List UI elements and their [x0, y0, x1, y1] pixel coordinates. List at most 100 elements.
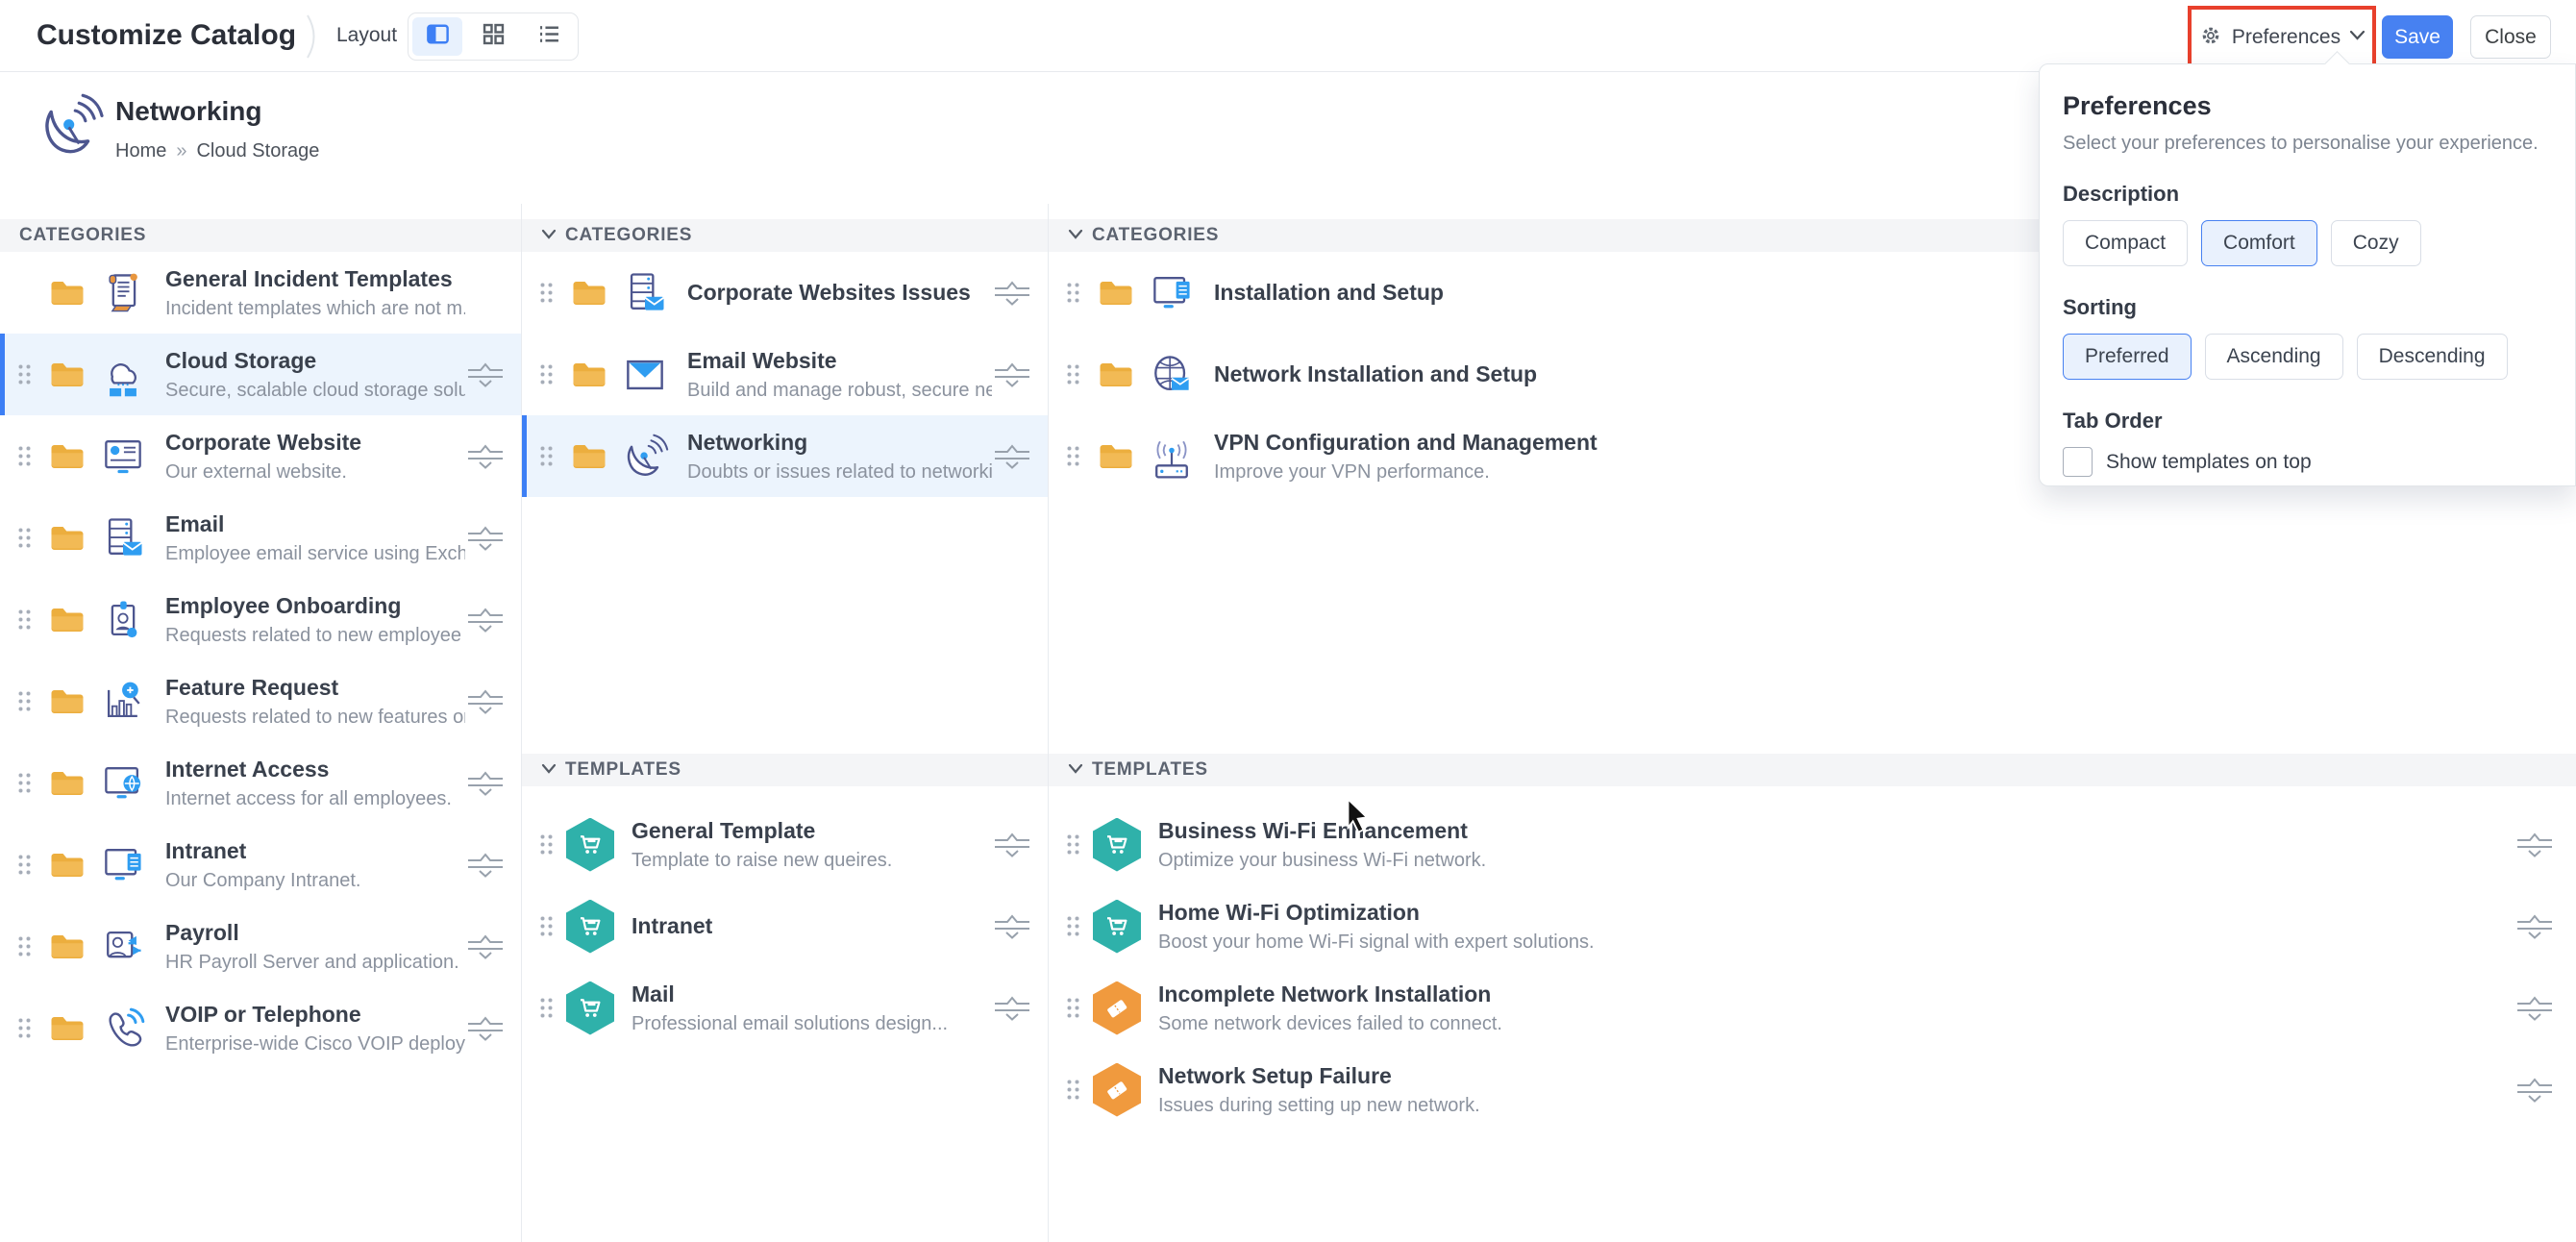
template-row[interactable]: Mail Professional email solutions design.… — [522, 967, 1048, 1049]
layout-columns-button[interactable] — [412, 17, 462, 56]
item-text: Business Wi-Fi Enhancement Optimize your … — [1158, 818, 2514, 872]
reorder-icon[interactable] — [992, 279, 1032, 308]
server-mail-icon — [98, 513, 148, 563]
template-row[interactable]: Home Wi-Fi Optimization Boost your home W… — [1049, 885, 2576, 967]
drag-handle-icon[interactable] — [17, 527, 33, 549]
drag-handle-icon[interactable] — [17, 445, 33, 467]
reorder-icon[interactable] — [465, 442, 506, 471]
sorting-ascending-button[interactable]: Ascending — [2204, 334, 2343, 380]
drag-handle-icon[interactable] — [1066, 833, 1081, 856]
drag-handle-icon[interactable] — [1066, 445, 1081, 467]
reorder-icon[interactable] — [465, 932, 506, 961]
reorder-icon[interactable] — [465, 687, 506, 716]
folder-icon — [50, 360, 85, 389]
category-row[interactable]: Intranet Our Company Intranet. — [0, 824, 521, 906]
category-row[interactable]: Internet Access Internet access for all e… — [0, 742, 521, 824]
drag-handle-icon[interactable] — [1066, 282, 1081, 304]
item-description: Requests related to new features or ... — [165, 706, 465, 728]
reorder-icon[interactable] — [2514, 912, 2555, 941]
item-description: Incident templates which are not m... — [165, 297, 465, 319]
drag-handle-icon[interactable] — [17, 854, 33, 876]
drag-handle-icon[interactable] — [1066, 915, 1081, 937]
category-row[interactable]: Corporate Website Our external website. — [0, 415, 521, 497]
drag-handle-icon[interactable] — [539, 997, 555, 1019]
chevron-down-icon[interactable] — [1068, 759, 1083, 781]
drag-handle-icon[interactable] — [1066, 1079, 1081, 1101]
drag-handle-icon[interactable] — [539, 282, 555, 304]
drag-handle-icon[interactable] — [539, 363, 555, 385]
reorder-icon[interactable] — [465, 851, 506, 880]
reorder-icon[interactable] — [2514, 831, 2555, 859]
drag-handle-icon[interactable] — [539, 915, 555, 937]
item-title: Corporate Website — [165, 429, 362, 455]
category-row[interactable]: Feature Request Requests related to new f… — [0, 660, 521, 742]
category-row[interactable]: Network Installation and Setup — [1049, 334, 2576, 415]
reorder-icon[interactable] — [465, 606, 506, 634]
category-row[interactable]: General Incident Templates Incident templ… — [0, 252, 521, 334]
reorder-icon[interactable] — [465, 524, 506, 553]
template-row[interactable]: Incomplete Network Installation Some netw… — [1049, 967, 2576, 1049]
drag-handle-icon[interactable] — [17, 609, 33, 631]
category-row[interactable]: Installation and Setup — [1049, 252, 2576, 334]
category-row[interactable]: Payroll HR Payroll Server and application… — [0, 906, 521, 987]
folder-icon — [50, 442, 85, 471]
drag-handle-icon[interactable] — [539, 833, 555, 856]
show-templates-checkbox[interactable] — [2063, 447, 2093, 477]
layout-list-button[interactable] — [524, 17, 574, 56]
reorder-icon[interactable] — [992, 831, 1032, 859]
page-header-title: Networking — [115, 96, 262, 126]
item-description: Optimize your business Wi-Fi network. — [1158, 849, 1487, 871]
description-cozy-button[interactable]: Cozy — [2330, 220, 2421, 266]
folder-icon — [1099, 442, 1133, 471]
column-level-2: CATEGORIES Corporate Websites Issues Email… — [522, 204, 1049, 1242]
reorder-icon[interactable] — [2514, 1076, 2555, 1105]
reorder-icon[interactable] — [465, 360, 506, 389]
item-text: Internet Access Internet access for all e… — [165, 757, 465, 810]
drag-handle-icon[interactable] — [539, 445, 555, 467]
item-description: Issues during setting up new network. — [1158, 1094, 1480, 1116]
template-row[interactable]: Network Setup Failure Issues during setti… — [1049, 1049, 2576, 1130]
drag-handle-icon[interactable] — [17, 935, 33, 957]
item-title: Incomplete Network Installation — [1158, 981, 1492, 1006]
reorder-icon[interactable] — [992, 360, 1032, 389]
chevron-down-icon[interactable] — [1068, 225, 1083, 246]
save-button[interactable]: Save — [2382, 15, 2453, 59]
category-row[interactable]: Email Employee email service using Exch..… — [0, 497, 521, 579]
close-button[interactable]: Close — [2470, 15, 2551, 59]
drag-handle-icon[interactable] — [17, 363, 33, 385]
reorder-icon[interactable] — [465, 769, 506, 798]
reorder-icon[interactable] — [992, 912, 1032, 941]
sorting-preferred-button[interactable]: Preferred — [2063, 334, 2192, 380]
drag-handle-icon[interactable] — [1066, 997, 1081, 1019]
layout-grid-button[interactable] — [468, 17, 518, 56]
reorder-icon[interactable] — [465, 1014, 506, 1043]
reorder-icon[interactable] — [2514, 994, 2555, 1023]
category-row[interactable]: Cloud Storage Secure, scalable cloud stor… — [0, 334, 521, 415]
description-comfort-button[interactable]: Comfort — [2201, 220, 2317, 266]
drag-handle-icon[interactable] — [1066, 363, 1081, 385]
reorder-icon[interactable] — [992, 994, 1032, 1023]
reorder-icon[interactable] — [992, 442, 1032, 471]
description-compact-button[interactable]: Compact — [2063, 220, 2189, 266]
service-template-icon — [566, 981, 614, 1035]
category-row[interactable]: VPN Configuration and Management Improve … — [1049, 415, 2576, 497]
chevron-down-icon[interactable] — [541, 225, 557, 246]
template-row[interactable]: Intranet — [522, 885, 1048, 967]
drag-handle-icon[interactable] — [17, 772, 33, 794]
preferences-button[interactable]: Preferences — [2231, 26, 2341, 48]
item-text: Mail Professional email solutions design.… — [632, 981, 992, 1035]
breadcrumb-home[interactable]: Home — [115, 140, 167, 161]
chevron-down-icon[interactable] — [541, 759, 557, 781]
template-row[interactable]: Business Wi-Fi Enhancement Optimize your … — [1049, 804, 2576, 885]
drag-handle-icon[interactable] — [17, 690, 33, 712]
chevron-down-icon — [2349, 29, 2365, 46]
category-row[interactable]: Networking Doubts or issues related to ne… — [522, 415, 1048, 497]
category-row[interactable]: VOIP or Telephone Enterprise-wide Cisco V… — [0, 987, 521, 1069]
template-row[interactable]: General Template Template to raise new qu… — [522, 804, 1048, 885]
category-row[interactable]: Employee Onboarding Requests related to n… — [0, 579, 521, 660]
sorting-descending-button[interactable]: Descending — [2356, 334, 2508, 380]
category-row[interactable]: Email Website Build and manage robust, se… — [522, 334, 1048, 415]
drag-handle-icon[interactable] — [17, 1017, 33, 1039]
category-row[interactable]: Corporate Websites Issues — [522, 252, 1048, 334]
envelope-icon — [620, 350, 670, 400]
